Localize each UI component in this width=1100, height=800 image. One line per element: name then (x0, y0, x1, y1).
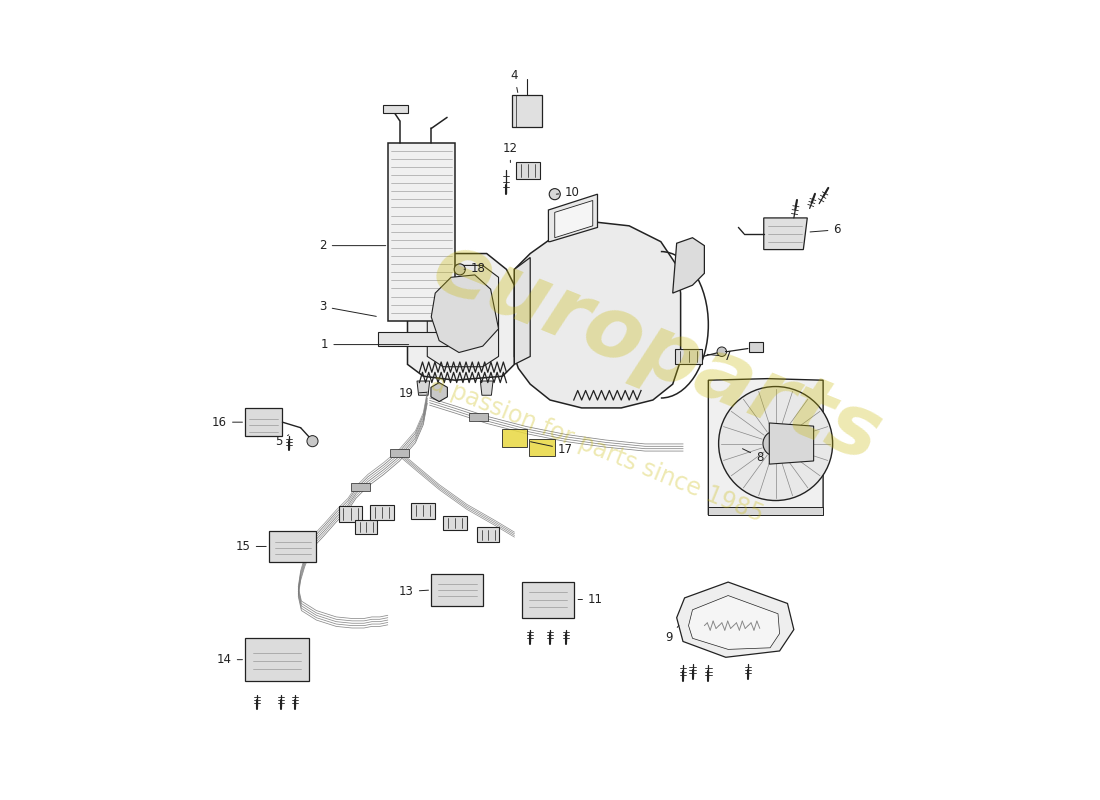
Text: europarts: europarts (420, 225, 893, 480)
Circle shape (549, 189, 560, 200)
Polygon shape (431, 275, 498, 353)
Text: 2: 2 (319, 239, 386, 252)
Polygon shape (522, 582, 574, 618)
Polygon shape (407, 254, 515, 380)
Polygon shape (554, 201, 593, 238)
Text: 12: 12 (503, 142, 517, 162)
Polygon shape (470, 414, 488, 422)
Polygon shape (427, 266, 498, 366)
Polygon shape (515, 222, 681, 408)
Polygon shape (245, 638, 308, 681)
Polygon shape (245, 408, 283, 436)
Text: 11: 11 (579, 593, 603, 606)
Text: 6: 6 (810, 223, 840, 236)
Text: 15: 15 (235, 540, 266, 553)
Polygon shape (689, 595, 780, 650)
Polygon shape (417, 381, 430, 395)
Text: 10: 10 (557, 186, 579, 199)
Polygon shape (763, 218, 807, 250)
Polygon shape (378, 332, 463, 346)
Text: a passion for parts since 1985: a passion for parts since 1985 (428, 371, 768, 527)
FancyBboxPatch shape (674, 349, 703, 364)
Polygon shape (387, 142, 455, 321)
Text: 3: 3 (319, 300, 376, 316)
Text: 16: 16 (212, 416, 242, 429)
FancyBboxPatch shape (411, 503, 436, 518)
FancyBboxPatch shape (529, 438, 554, 456)
FancyBboxPatch shape (339, 506, 362, 522)
Polygon shape (351, 483, 370, 491)
FancyBboxPatch shape (355, 519, 377, 534)
Text: 5: 5 (275, 434, 289, 448)
Polygon shape (431, 574, 483, 606)
Polygon shape (708, 378, 823, 514)
Polygon shape (431, 382, 448, 402)
Circle shape (717, 347, 726, 357)
Polygon shape (708, 507, 823, 514)
Text: 9: 9 (666, 626, 679, 644)
FancyBboxPatch shape (502, 430, 527, 446)
FancyBboxPatch shape (371, 505, 394, 520)
Text: 4: 4 (510, 69, 518, 93)
Text: 14: 14 (217, 653, 242, 666)
Polygon shape (549, 194, 597, 242)
Polygon shape (481, 381, 493, 395)
Polygon shape (673, 238, 704, 293)
Text: 13: 13 (399, 585, 429, 598)
Text: 18: 18 (464, 262, 486, 275)
Polygon shape (512, 95, 542, 127)
Text: 7: 7 (707, 350, 732, 363)
FancyBboxPatch shape (516, 162, 540, 179)
Circle shape (454, 264, 465, 275)
Text: 1: 1 (321, 338, 409, 351)
Polygon shape (383, 105, 408, 113)
Text: 19: 19 (399, 387, 427, 400)
Polygon shape (515, 258, 530, 364)
Polygon shape (769, 423, 814, 464)
Polygon shape (270, 530, 317, 562)
Circle shape (718, 386, 833, 501)
Circle shape (307, 436, 318, 446)
FancyBboxPatch shape (477, 527, 499, 542)
Text: 8: 8 (742, 449, 763, 463)
FancyBboxPatch shape (443, 515, 466, 530)
Text: 17: 17 (530, 442, 573, 455)
Polygon shape (676, 582, 794, 658)
FancyBboxPatch shape (749, 342, 763, 352)
Polygon shape (390, 449, 409, 457)
Circle shape (763, 431, 789, 456)
